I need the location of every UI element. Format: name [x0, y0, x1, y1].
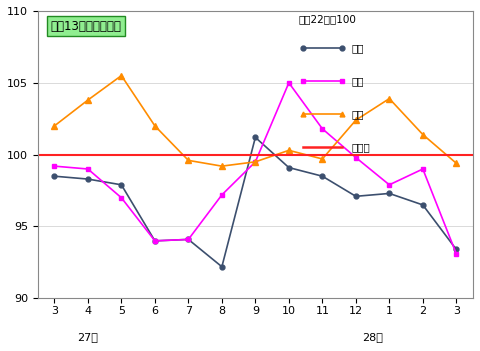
出荷: [286, 81, 292, 85]
在庫: [454, 161, 459, 165]
Line: 在庫: 在庫: [52, 73, 459, 169]
在庫: [286, 148, 292, 152]
在庫: [51, 124, 57, 128]
出荷: [152, 239, 158, 243]
Text: 27年: 27年: [77, 332, 98, 342]
基準値: [51, 153, 57, 157]
出荷: [353, 155, 359, 160]
生産: [185, 237, 191, 241]
出荷: [454, 252, 459, 256]
生産: [51, 174, 57, 178]
在庫: [85, 98, 91, 102]
出荷: [420, 167, 426, 171]
Line: 生産: 生産: [52, 135, 459, 269]
出荷: [219, 193, 225, 197]
Text: 平成22年＝100: 平成22年＝100: [299, 14, 357, 24]
出荷: [51, 164, 57, 168]
生産: [454, 247, 459, 252]
生産: [219, 265, 225, 269]
Text: 出荷: 出荷: [351, 77, 364, 86]
在庫: [119, 73, 124, 78]
生産: [420, 203, 426, 207]
生産: [286, 165, 292, 170]
Text: 基準値: 基準値: [351, 143, 370, 152]
基準値: [85, 153, 91, 157]
生産: [386, 191, 392, 196]
生産: [119, 183, 124, 187]
在庫: [420, 132, 426, 137]
Text: 最近13か月間の動き: 最近13か月間の動き: [51, 20, 121, 33]
在庫: [152, 124, 158, 128]
出荷: [119, 196, 124, 200]
出荷: [252, 160, 258, 164]
Text: 生産: 生産: [351, 43, 364, 53]
出荷: [85, 167, 91, 171]
在庫: [185, 158, 191, 163]
在庫: [252, 160, 258, 164]
Text: 在庫: 在庫: [351, 110, 364, 119]
生産: [252, 135, 258, 139]
生産: [152, 239, 158, 243]
出荷: [185, 237, 191, 241]
生産: [85, 177, 91, 181]
生産: [353, 194, 359, 198]
出荷: [320, 127, 325, 131]
在庫: [320, 157, 325, 161]
Text: 28年: 28年: [362, 332, 383, 342]
Line: 出荷: 出荷: [52, 80, 459, 256]
在庫: [219, 164, 225, 168]
在庫: [353, 118, 359, 122]
出荷: [386, 183, 392, 187]
在庫: [386, 97, 392, 101]
生産: [320, 174, 325, 178]
